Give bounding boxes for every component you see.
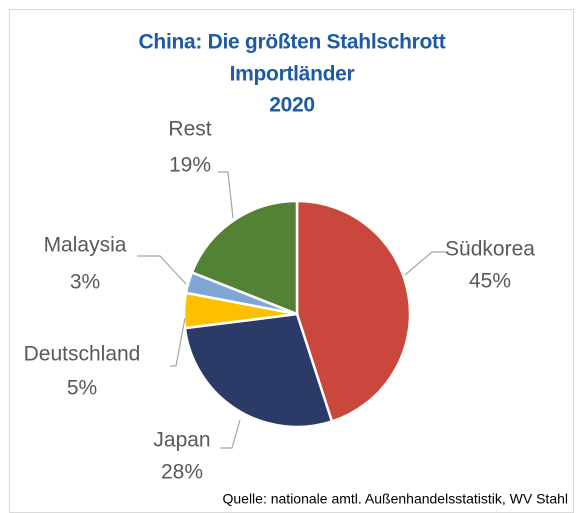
slice-label: Malaysia <box>44 234 127 257</box>
chart-title: China: Die größten Stahlschrott <box>139 31 446 54</box>
pie-slice <box>183 312 334 429</box>
chart-title: Importländer <box>230 63 355 86</box>
slice-label: Japan <box>153 429 210 452</box>
chart-title: 2020 <box>269 94 315 117</box>
slice-value-label: 3% <box>70 271 100 294</box>
slice-label: Rest <box>168 118 211 141</box>
leader-line <box>218 171 234 219</box>
slice-value-label: 45% <box>469 270 511 293</box>
leader-line <box>404 251 446 276</box>
leader-line <box>220 419 241 449</box>
slice-label: Deutschland <box>24 343 141 366</box>
slice-label: Südkorea <box>445 238 535 261</box>
leader-line <box>137 255 187 285</box>
source-note: Quelle: nationale amtl. Außenhandelsstat… <box>222 491 568 507</box>
leader-line <box>170 317 186 367</box>
slice-value-label: 28% <box>161 461 203 484</box>
pie-slice <box>190 199 299 316</box>
slice-value-label: 19% <box>169 154 211 177</box>
slice-value-label: 5% <box>67 377 97 400</box>
pie-slice <box>295 199 412 424</box>
